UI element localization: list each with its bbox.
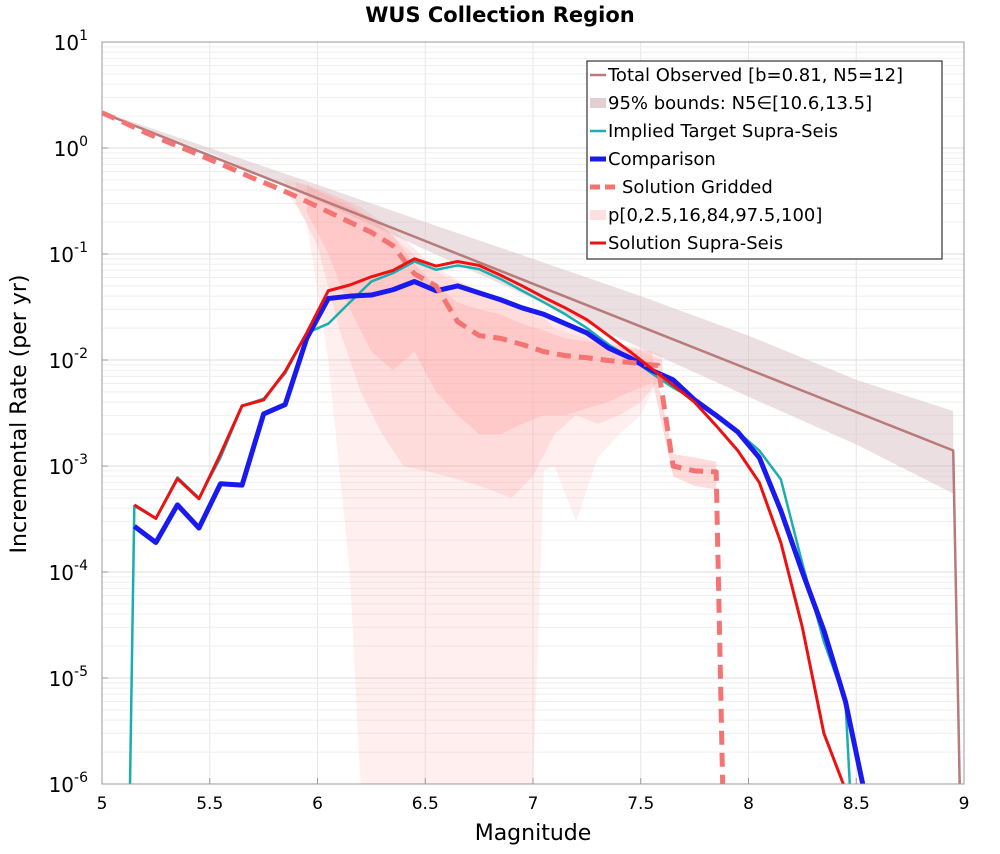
x-tick-label: 7 bbox=[528, 794, 539, 814]
legend: Total Observed [b=0.81, N5=12] 95% bounds… bbox=[586, 60, 943, 260]
series-line bbox=[132, 279, 866, 785]
legend-label: Comparison bbox=[608, 149, 716, 170]
x-tick-label: 5.5 bbox=[196, 794, 223, 814]
x-tick-label: 5 bbox=[97, 794, 108, 814]
y-tick-label: 101 bbox=[54, 28, 88, 55]
x-tick-label: 8 bbox=[743, 794, 754, 814]
x-tick-label: 6.5 bbox=[412, 794, 439, 814]
legend-label: Solution Supra-Seis bbox=[608, 233, 783, 254]
legend-label: Implied Target Supra-Seis bbox=[608, 121, 838, 142]
legend-label: Solution Gridded bbox=[622, 177, 773, 198]
x-tick-label: 7.5 bbox=[627, 794, 654, 814]
y-axis-title: Incremental Rate (per yr) bbox=[7, 275, 32, 554]
y-tick-label: 10-6 bbox=[49, 770, 89, 797]
series-line bbox=[133, 257, 845, 785]
confidence-band bbox=[285, 179, 663, 784]
x-tick-label: 8.5 bbox=[843, 794, 870, 814]
chart-title: WUS Collection Region bbox=[365, 3, 635, 27]
series-line bbox=[100, 110, 726, 785]
x-tick-label: 9 bbox=[959, 794, 970, 814]
x-axis-title: Magnitude bbox=[475, 821, 592, 846]
series-lines bbox=[100, 110, 961, 785]
y-tick-label: 10-5 bbox=[49, 664, 88, 691]
series-line bbox=[101, 111, 961, 785]
legend-label: Total Observed [b=0.81, N5=12] bbox=[607, 65, 903, 86]
y-tick-label: 10-4 bbox=[49, 558, 89, 585]
y-tick-label: 100 bbox=[54, 134, 88, 161]
legend-label: 95% bounds: N5∈[10.6,13.5] bbox=[608, 93, 872, 114]
y-tick-label: 10-1 bbox=[49, 240, 88, 267]
axis-ticks: 5 5.5 6 6.5 7 7.5 8 8.5 9 10-6 10-5 10-4 10-3 10-2 10-… bbox=[49, 28, 970, 814]
confidence-band bbox=[295, 181, 663, 498]
y-tick-label: 10-2 bbox=[49, 346, 88, 373]
legend-label: p[0,2.5,16,84,97.5,100] bbox=[608, 205, 822, 226]
legend-box bbox=[586, 60, 943, 260]
y-tick-label: 10-3 bbox=[49, 452, 88, 479]
x-tick-label: 6 bbox=[312, 794, 323, 814]
